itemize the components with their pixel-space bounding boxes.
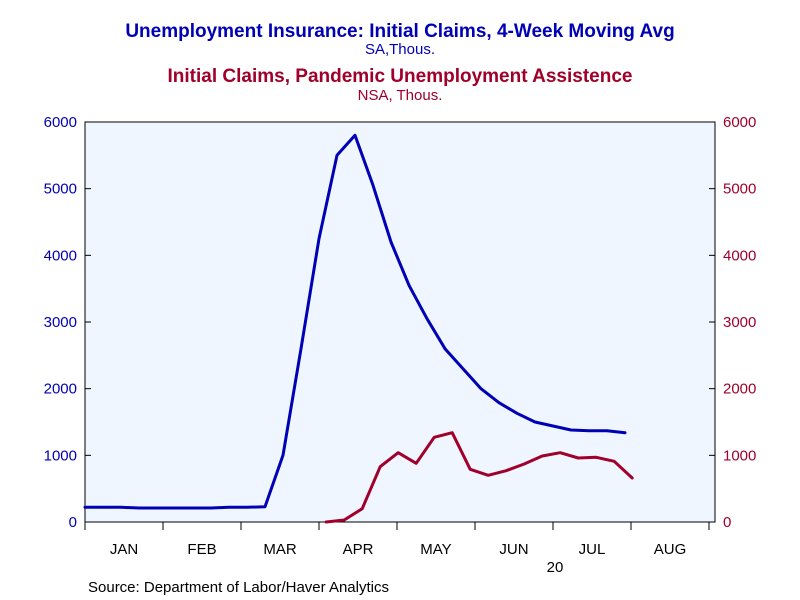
y-right-tick-label: 3000 [723, 314, 756, 331]
x-axis: JAN FEB MAR APR MAY JUN JUL AUG [84, 522, 710, 558]
subtitle-line-2: NSA, Thous. [358, 87, 443, 104]
plot-area [84, 121, 716, 523]
y-right-tick-label: 4000 [723, 247, 756, 264]
x-tick-label: AUG [654, 541, 687, 558]
y-left-tick-label: 4000 [44, 247, 77, 264]
x-tick-label: APR [343, 541, 374, 558]
x-tick-label: JUL [579, 541, 606, 558]
x-tick-label: MAR [263, 541, 297, 558]
title-line-1: Unemployment Insurance: Initial Claims, … [125, 21, 674, 42]
y-right-tick-label: 5000 [723, 181, 756, 198]
y-left-tick-label: 2000 [44, 381, 77, 398]
y-right-tick-label: 0 [723, 514, 731, 531]
series-layer [83, 133, 634, 524]
y-axis-left: 0 1000 2000 3000 4000 5000 6000 [44, 114, 91, 531]
title-line-2: Initial Claims, Pandemic Unemployment As… [168, 66, 633, 87]
y-right-tick-label: 2000 [723, 381, 756, 398]
y-left-tick-label: 0 [69, 514, 77, 531]
year-label: 20 [547, 559, 564, 576]
y-axis-right: 0 1000 2000 3000 4000 5000 6000 [709, 114, 756, 531]
y-right-tick-label: 1000 [723, 447, 756, 464]
x-tick-label: FEB [187, 541, 216, 558]
y-left-tick-label: 1000 [44, 447, 77, 464]
x-tick-label: JAN [110, 541, 138, 558]
series-line-1 [83, 133, 627, 510]
x-tick-label: JUN [499, 541, 528, 558]
y-right-tick-label: 6000 [723, 114, 756, 131]
series-line-2 [324, 431, 634, 524]
y-left-tick-label: 3000 [44, 314, 77, 331]
y-left-tick-label: 5000 [44, 181, 77, 198]
x-tick-label: MAY [420, 541, 451, 558]
subtitle-line-1: SA,Thous. [365, 41, 435, 58]
source-note: Source: Department of Labor/Haver Analyt… [88, 579, 389, 596]
y-left-tick-label: 6000 [44, 114, 77, 131]
